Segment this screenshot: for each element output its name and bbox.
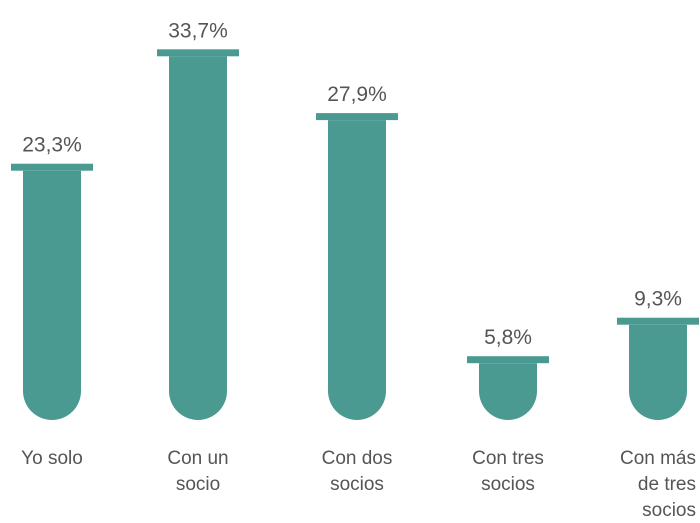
bar-5 bbox=[617, 317, 699, 420]
value-label-4: 5,8% bbox=[484, 326, 532, 349]
category-label-4: Con tres socios bbox=[472, 448, 544, 495]
value-label-1: 23,3% bbox=[22, 134, 82, 157]
value-labels-group: 23,3% 33,7% 27,9% 5,8% 9,3% bbox=[22, 19, 682, 349]
value-label-5: 9,3% bbox=[634, 288, 682, 311]
bar-cap bbox=[467, 356, 549, 364]
value-label-2: 33,7% bbox=[168, 19, 228, 42]
bar-cap bbox=[11, 163, 93, 171]
category-label-5: Con más de tres socios bbox=[620, 448, 696, 521]
category-label-3: Con dos socios bbox=[322, 448, 393, 495]
bar-body bbox=[629, 324, 687, 420]
bar-2 bbox=[157, 49, 239, 421]
bar-cap bbox=[316, 113, 398, 121]
category-labels-group: Yo solo Con un socio Con dos socios Con tres s… bbox=[21, 448, 696, 521]
value-label-3: 27,9% bbox=[327, 83, 387, 106]
bar-4 bbox=[467, 356, 549, 420]
bar-body bbox=[328, 120, 386, 420]
category-label-2: Con un socio bbox=[167, 448, 228, 495]
bar-cap bbox=[157, 49, 239, 57]
bar-cap bbox=[617, 317, 699, 325]
bar-1 bbox=[11, 163, 93, 420]
bar-body bbox=[23, 170, 81, 420]
bar-body bbox=[479, 363, 537, 420]
bar-3 bbox=[316, 113, 398, 420]
category-label-1: Yo solo bbox=[21, 448, 83, 469]
bars-group bbox=[11, 49, 699, 421]
bar-body bbox=[169, 56, 227, 421]
